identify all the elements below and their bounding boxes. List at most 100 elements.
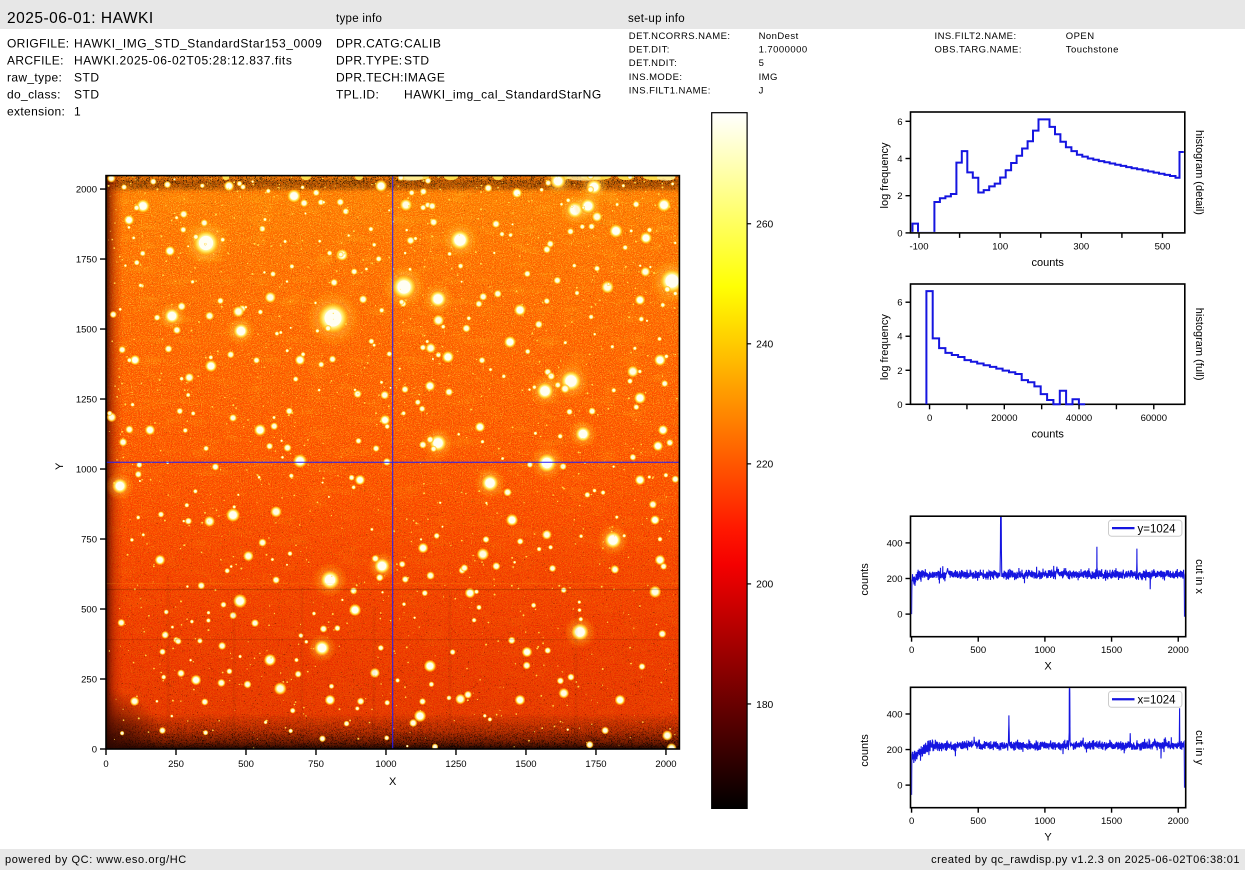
svg-text:60000: 60000	[1141, 413, 1167, 424]
svg-text:1500: 1500	[76, 325, 97, 336]
svg-text:200: 200	[887, 574, 903, 585]
svg-text:Y: Y	[54, 462, 66, 470]
svg-text:NonDest: NonDest	[759, 31, 799, 42]
svg-text:1: 1	[74, 105, 81, 119]
svg-text:extension:: extension:	[7, 105, 65, 119]
svg-text:set-up info: set-up info	[628, 13, 685, 25]
svg-text:ARCFILE:: ARCFILE:	[7, 54, 64, 68]
svg-text:2000: 2000	[76, 185, 97, 196]
svg-text:J: J	[759, 86, 764, 97]
svg-text:OPEN: OPEN	[1066, 31, 1095, 42]
svg-text:400: 400	[887, 710, 903, 721]
svg-text:DET.DIT:: DET.DIT:	[629, 45, 670, 56]
svg-text:1000: 1000	[1034, 816, 1055, 827]
svg-text:created by qc_rawdisp.py v1.2.: created by qc_rawdisp.py v1.2.3 on 2025-…	[931, 854, 1240, 866]
svg-text:180: 180	[756, 700, 773, 711]
svg-text:HAWKI_img_cal_StandardStarNG: HAWKI_img_cal_StandardStarNG	[404, 88, 602, 102]
svg-text:6: 6	[897, 298, 902, 309]
svg-text:2000: 2000	[655, 759, 676, 770]
svg-text:1500: 1500	[1101, 816, 1122, 827]
svg-text:log frequency: log frequency	[879, 142, 891, 209]
svg-text:0: 0	[909, 645, 914, 656]
svg-text:powered by QC: www.eso.org/HC: powered by QC: www.eso.org/HC	[5, 854, 187, 866]
svg-text:histogram (full): histogram (full)	[1193, 308, 1205, 381]
svg-text:200: 200	[887, 745, 903, 756]
svg-text:DPR.TYPE:: DPR.TYPE:	[336, 54, 403, 68]
svg-text:DET.NCORRS.NAME:: DET.NCORRS.NAME:	[629, 31, 731, 42]
svg-text:IMAGE: IMAGE	[404, 71, 445, 85]
svg-text:1500: 1500	[515, 759, 536, 770]
svg-text:ORIGFILE:: ORIGFILE:	[7, 37, 70, 51]
svg-text:histogram (detail): histogram (detail)	[1193, 130, 1205, 215]
svg-text:do_class:: do_class:	[7, 88, 61, 102]
svg-text:1750: 1750	[585, 759, 606, 770]
svg-text:X: X	[389, 776, 397, 788]
svg-text:0: 0	[897, 228, 902, 239]
svg-text:1000: 1000	[375, 759, 396, 770]
svg-text:INS.FILT2.NAME:: INS.FILT2.NAME:	[935, 31, 1017, 42]
svg-text:1000: 1000	[76, 465, 97, 476]
svg-text:X: X	[1044, 661, 1052, 673]
svg-text:0: 0	[103, 759, 108, 770]
svg-text:1500: 1500	[1101, 645, 1122, 656]
svg-text:500: 500	[1155, 241, 1171, 252]
svg-text:y=1024: y=1024	[1138, 523, 1177, 535]
svg-text:IMG: IMG	[759, 72, 778, 83]
svg-text:0: 0	[909, 816, 914, 827]
svg-text:0: 0	[927, 413, 932, 424]
svg-text:OBS.TARG.NAME:: OBS.TARG.NAME:	[935, 45, 1022, 56]
svg-text:2: 2	[897, 366, 902, 377]
svg-text:500: 500	[238, 759, 254, 770]
svg-text:2000: 2000	[1168, 816, 1189, 827]
svg-text:1.7000000: 1.7000000	[759, 45, 808, 56]
svg-text:4: 4	[897, 332, 902, 343]
svg-text:750: 750	[81, 535, 97, 546]
svg-text:1250: 1250	[76, 395, 97, 406]
svg-text:-100: -100	[909, 241, 928, 252]
svg-text:500: 500	[81, 605, 97, 616]
svg-text:240: 240	[756, 340, 773, 351]
svg-text:DET.NDIT:: DET.NDIT:	[629, 58, 677, 69]
svg-text:cut in y: cut in y	[1193, 730, 1205, 765]
svg-text:TPL.ID:: TPL.ID:	[336, 88, 379, 102]
svg-text:counts: counts	[1031, 428, 1064, 440]
svg-text:STD: STD	[74, 88, 100, 102]
svg-text:1750: 1750	[76, 255, 97, 266]
svg-text:4: 4	[897, 154, 902, 165]
svg-text:HAWKI.2025-06-02T05:28:12.837.: HAWKI.2025-06-02T05:28:12.837.fits	[74, 54, 292, 68]
svg-text:1000: 1000	[1034, 645, 1055, 656]
svg-text:400: 400	[887, 538, 903, 549]
svg-text:1250: 1250	[445, 759, 466, 770]
svg-text:2025-06-01: HAWKI: 2025-06-01: HAWKI	[7, 10, 154, 27]
svg-text:5: 5	[759, 58, 765, 69]
svg-text:500: 500	[970, 645, 986, 656]
svg-text:raw_type:: raw_type:	[7, 71, 62, 85]
svg-text:2000: 2000	[1168, 645, 1189, 656]
svg-text:counts: counts	[1031, 257, 1064, 269]
svg-text:250: 250	[81, 675, 97, 686]
svg-text:20000: 20000	[991, 413, 1017, 424]
svg-text:300: 300	[1073, 241, 1089, 252]
svg-text:log frequency: log frequency	[879, 314, 891, 381]
svg-text:Y: Y	[1044, 832, 1052, 844]
svg-text:x=1024: x=1024	[1138, 694, 1177, 706]
svg-text:0: 0	[92, 745, 97, 756]
svg-text:Touchstone: Touchstone	[1066, 45, 1119, 56]
svg-text:STD: STD	[74, 71, 100, 85]
svg-text:500: 500	[970, 816, 986, 827]
svg-text:220: 220	[756, 460, 773, 471]
svg-text:CALIB: CALIB	[404, 37, 441, 51]
svg-text:100: 100	[992, 241, 1008, 252]
svg-text:counts: counts	[859, 563, 871, 596]
svg-text:0: 0	[897, 610, 902, 621]
svg-text:counts: counts	[859, 734, 871, 767]
svg-text:0: 0	[897, 400, 902, 411]
svg-text:STD: STD	[404, 54, 430, 68]
svg-text:40000: 40000	[1066, 413, 1092, 424]
svg-text:250: 250	[168, 759, 184, 770]
svg-text:INS.MODE:: INS.MODE:	[629, 72, 683, 83]
svg-text:750: 750	[308, 759, 324, 770]
svg-text:type info: type info	[336, 13, 382, 25]
svg-text:2: 2	[897, 191, 902, 202]
svg-text:INS.FILT1.NAME:: INS.FILT1.NAME:	[629, 86, 711, 97]
